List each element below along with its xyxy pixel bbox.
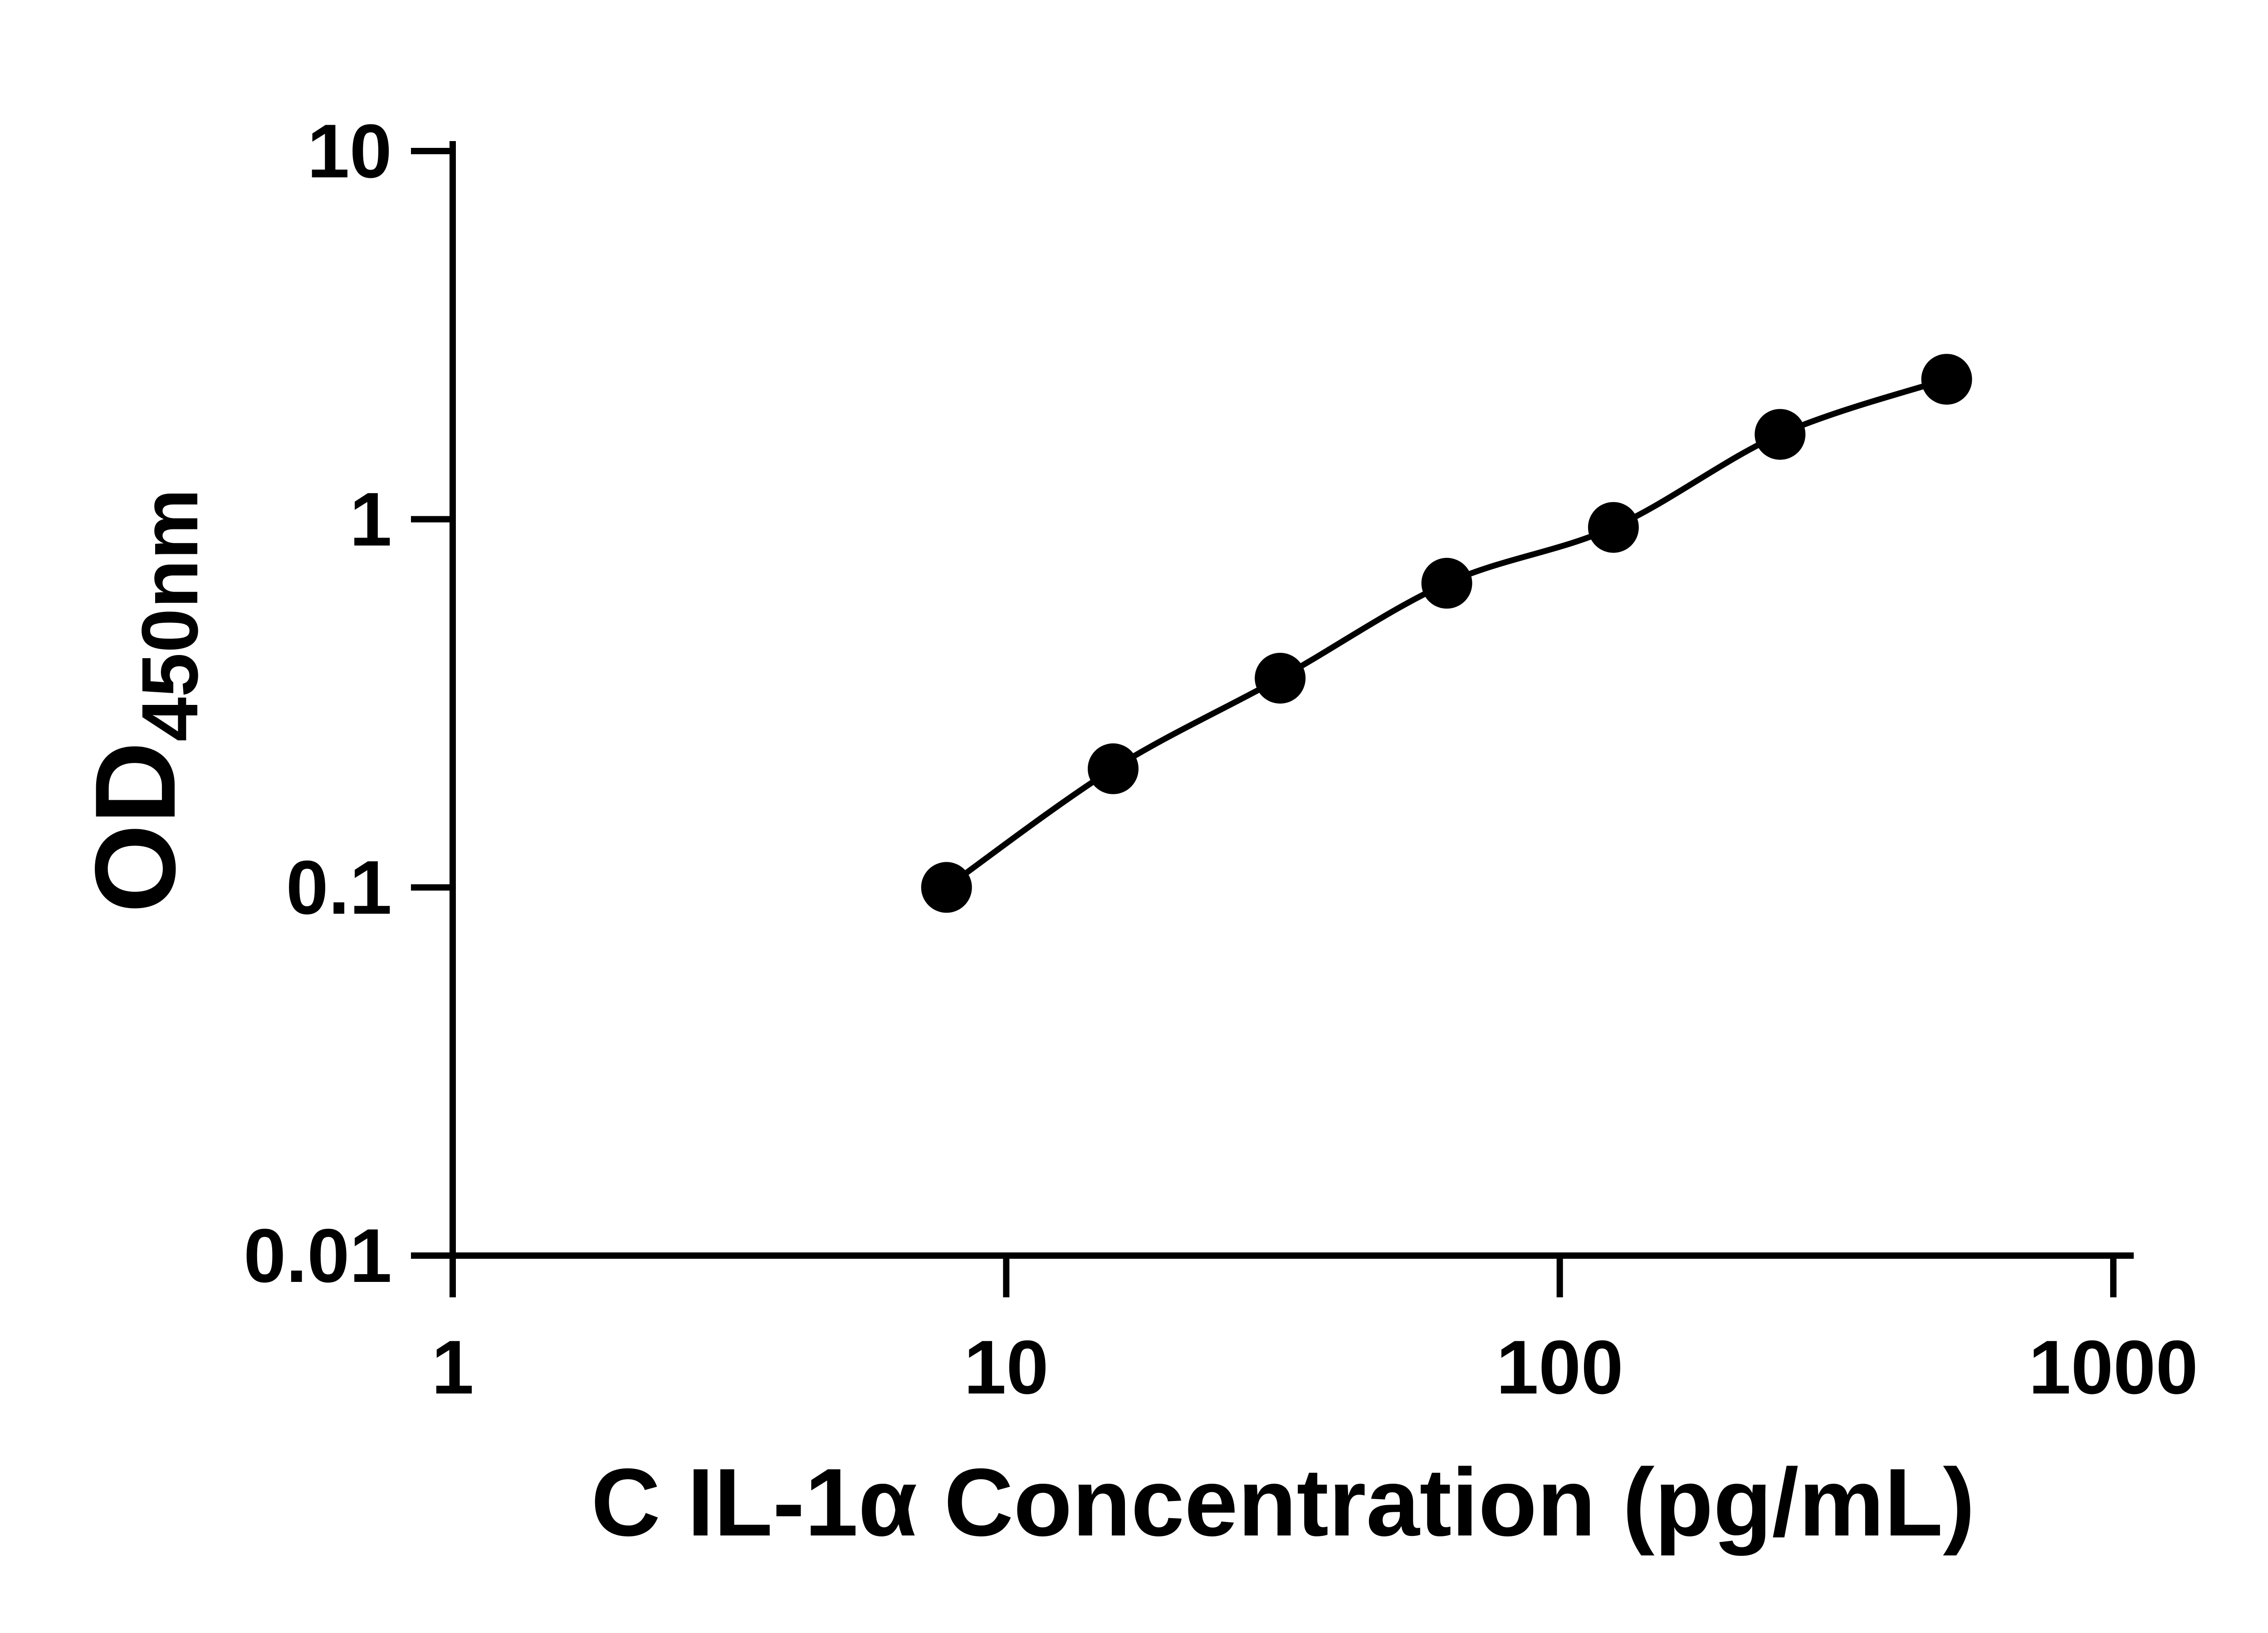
x-tick-label: 10 [964,1325,1049,1410]
fit-curve [944,376,1948,890]
y-tick-label: 1 [350,477,392,562]
data-point [1255,653,1306,704]
x-tick-label: 1000 [2028,1325,2198,1410]
data-point [1588,502,1639,553]
y-tick-label: 0.01 [244,1213,392,1298]
y-axis-label: OD450nm [72,489,215,913]
tick-marks [411,148,2116,1297]
x-tick-label: 100 [1496,1325,1623,1410]
x-tick-label: 1 [431,1325,474,1410]
data-points [921,354,1972,913]
x-axis-label: C IL-1α Concentration (pg/mL) [591,1448,1975,1556]
y-axis-label-main: OD [72,742,199,913]
data-point [1921,354,1972,405]
data-point [1755,409,1806,460]
data-point [1421,557,1472,609]
data-point [921,862,972,913]
y-tick-label: 10 [307,108,392,194]
data-point [1088,743,1139,794]
y-axis-label-subscript: 450nm [126,489,215,742]
tick-labels: 1 10 100 1000 0.01 0.1 1 10 [244,108,2198,1410]
y-tick-label: 0.1 [286,845,392,930]
